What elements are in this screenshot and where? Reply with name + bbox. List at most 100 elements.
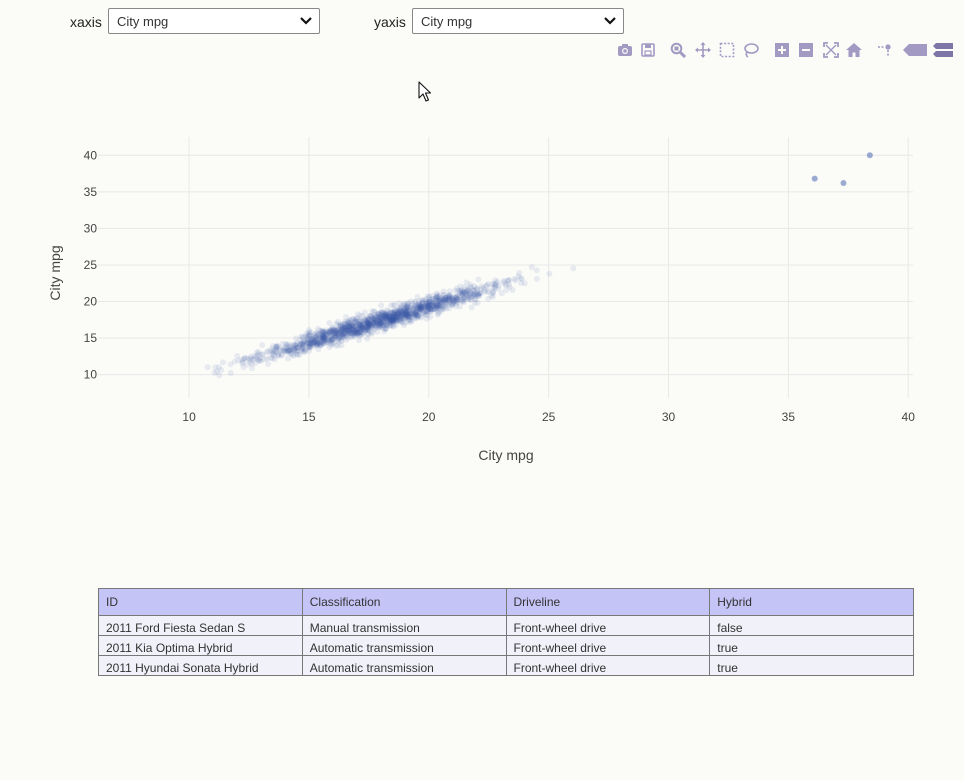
scatter-point (387, 310, 394, 317)
scatter-point (389, 313, 396, 320)
xaxis-select[interactable]: City mpg (108, 8, 320, 34)
scatter-point (272, 347, 279, 354)
scatter-point (364, 320, 371, 327)
scatter-point (418, 302, 425, 309)
scatter-point (335, 331, 342, 338)
pan-icon[interactable] (694, 40, 712, 60)
scatter-point (426, 295, 432, 302)
scatter-point (304, 336, 311, 343)
yaxis-select[interactable]: City mpg (412, 8, 624, 34)
scatter-point (328, 337, 335, 344)
scatter-point (392, 315, 399, 321)
scatter-point (429, 306, 436, 313)
zoom-icon[interactable] (669, 40, 687, 60)
lasso-select-icon[interactable] (742, 40, 760, 60)
scatter-point (434, 311, 441, 318)
scatter-point (348, 323, 355, 330)
scatter-point (417, 306, 424, 313)
scatter-point (495, 282, 502, 289)
camera-icon[interactable] (616, 40, 634, 60)
scatter-point (310, 335, 317, 342)
scatter-point (319, 334, 326, 341)
scatter-point (467, 297, 474, 304)
scatter-point (369, 324, 376, 330)
box-select-icon[interactable] (718, 40, 736, 60)
table-cell: 2011 Ford Fiesta Sedan S (98, 615, 303, 636)
reset-axes-icon[interactable] (845, 40, 863, 60)
hybrid-points (811, 152, 873, 187)
scatter-point (427, 308, 434, 315)
scatter-point (231, 358, 238, 365)
scatter-point (353, 326, 360, 333)
autoscale-icon[interactable] (822, 40, 840, 60)
scatter-point (392, 312, 399, 318)
scatter-point (439, 296, 446, 303)
scatter-point (349, 323, 356, 330)
scatter-point (377, 316, 384, 323)
scatter-point (304, 335, 311, 342)
hover-closest-icon[interactable] (902, 40, 928, 60)
scatter-point (418, 303, 425, 310)
scatter-point (347, 322, 354, 328)
scatter-point (311, 339, 318, 346)
table-row: 2011 Hyundai Sonata Hybrid Automatic tra… (98, 655, 914, 676)
scatter-point (390, 323, 397, 330)
scatter-point (291, 346, 297, 353)
hybrid-scatter-point (866, 152, 873, 159)
scatter-point (403, 311, 410, 317)
scatter-point (350, 323, 357, 330)
scatter-point (376, 322, 382, 329)
scatter-point (533, 275, 540, 282)
scatter-point (388, 317, 395, 323)
scatter-point (364, 318, 371, 325)
hover-compare-icon[interactable] (932, 40, 954, 60)
scatter-point (323, 331, 330, 338)
scatter-point (346, 316, 353, 323)
scatter-point (382, 326, 389, 333)
table-row: 2011 Ford Fiesta Sedan S Manual transmis… (98, 615, 914, 636)
scatter-point (512, 277, 519, 284)
scatter-point (293, 335, 300, 342)
scatter-point (363, 320, 370, 327)
scatter-point (311, 342, 318, 348)
scatter-point (321, 334, 328, 341)
scatter-point (397, 315, 404, 322)
scatter-point (457, 283, 464, 290)
scatter-point (322, 331, 329, 338)
scatter-point (364, 325, 370, 332)
scatter-point (412, 298, 419, 305)
scatter-point (321, 332, 328, 339)
scatter-point (241, 355, 248, 362)
scatter-point (386, 318, 393, 324)
scatter-point (358, 326, 365, 333)
scatter-point (346, 323, 353, 330)
scatter-point (446, 288, 453, 295)
scatter-point (442, 303, 449, 310)
scatter-point (387, 319, 394, 325)
scatter-point (268, 345, 275, 352)
scatter-point (404, 313, 411, 320)
spike-lines-icon[interactable] (876, 40, 894, 60)
scatter-point (377, 317, 384, 324)
save-icon[interactable] (639, 40, 657, 60)
scatter-point (377, 314, 384, 321)
scatter-point (476, 290, 483, 297)
zoom-in-icon[interactable] (773, 40, 791, 60)
scatter-point (336, 327, 343, 334)
scatter-point (365, 326, 372, 333)
scatter-point (375, 313, 382, 320)
scatter-point (399, 310, 406, 317)
scatter-point (301, 340, 308, 347)
scatter-point (382, 314, 389, 321)
zoom-out-icon[interactable] (797, 40, 815, 60)
scatter-point (397, 307, 404, 314)
scatter-point (328, 336, 335, 343)
scatter-point (402, 308, 409, 315)
scatter-point (356, 337, 362, 344)
scatter-point (427, 301, 434, 308)
scatter-point (480, 285, 487, 291)
scatter-point (366, 321, 373, 328)
scatter-point (412, 308, 419, 315)
scatter-point (235, 357, 242, 364)
